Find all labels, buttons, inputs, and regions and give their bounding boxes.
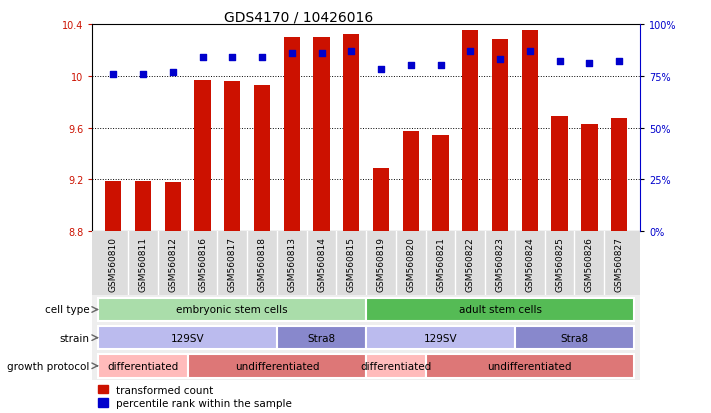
Text: GSM560823: GSM560823 bbox=[496, 237, 505, 292]
Text: adult stem cells: adult stem cells bbox=[459, 305, 542, 315]
Text: GSM560817: GSM560817 bbox=[228, 237, 237, 292]
Text: undifferentiated: undifferentiated bbox=[235, 361, 319, 371]
Bar bbox=[611, 119, 627, 232]
Text: GSM560815: GSM560815 bbox=[347, 237, 356, 292]
Text: embryonic stem cells: embryonic stem cells bbox=[176, 305, 288, 315]
Bar bbox=[343, 35, 360, 232]
Text: GSM560814: GSM560814 bbox=[317, 237, 326, 292]
Text: GSM560826: GSM560826 bbox=[585, 237, 594, 292]
Text: Stra8: Stra8 bbox=[560, 333, 589, 343]
Point bbox=[197, 55, 208, 61]
Point bbox=[286, 50, 297, 57]
Text: GSM560824: GSM560824 bbox=[525, 237, 534, 292]
Bar bbox=[314, 38, 330, 232]
Point bbox=[137, 71, 149, 78]
Bar bbox=[277, 326, 366, 350]
Bar bbox=[366, 298, 634, 322]
Bar bbox=[224, 82, 240, 232]
Text: growth protocol: growth protocol bbox=[7, 361, 90, 371]
Point bbox=[346, 48, 357, 55]
Point bbox=[524, 48, 535, 55]
Bar bbox=[462, 31, 479, 232]
Text: GSM560811: GSM560811 bbox=[139, 237, 147, 292]
Point bbox=[257, 55, 268, 61]
Point bbox=[107, 71, 119, 78]
Bar bbox=[402, 132, 419, 232]
Point bbox=[227, 55, 238, 61]
Text: GSM560818: GSM560818 bbox=[257, 237, 267, 292]
Bar bbox=[135, 181, 151, 232]
Bar bbox=[581, 124, 597, 232]
Point bbox=[405, 63, 417, 69]
Point bbox=[584, 61, 595, 67]
Bar bbox=[552, 116, 568, 232]
Text: GSM560813: GSM560813 bbox=[287, 237, 296, 292]
Text: GSM560810: GSM560810 bbox=[109, 237, 118, 292]
Bar bbox=[366, 326, 515, 350]
Bar bbox=[98, 326, 277, 350]
Text: 129SV: 129SV bbox=[171, 333, 205, 343]
Bar bbox=[432, 136, 449, 232]
Bar bbox=[98, 298, 366, 322]
Point bbox=[494, 57, 506, 63]
Text: GSM560816: GSM560816 bbox=[198, 237, 207, 292]
Point bbox=[375, 67, 387, 74]
Bar bbox=[194, 81, 210, 232]
Bar bbox=[164, 183, 181, 232]
Point bbox=[167, 69, 178, 76]
Legend: transformed count, percentile rank within the sample: transformed count, percentile rank withi… bbox=[97, 385, 292, 408]
Text: differentiated: differentiated bbox=[360, 361, 432, 371]
Point bbox=[316, 50, 327, 57]
Bar bbox=[373, 169, 389, 232]
Text: GSM560821: GSM560821 bbox=[436, 237, 445, 292]
Bar bbox=[522, 31, 538, 232]
Text: Stra8: Stra8 bbox=[307, 333, 336, 343]
Text: differentiated: differentiated bbox=[107, 361, 178, 371]
Bar bbox=[492, 40, 508, 232]
Bar bbox=[188, 354, 366, 378]
Bar bbox=[284, 38, 300, 232]
Bar bbox=[515, 326, 634, 350]
Bar bbox=[105, 181, 122, 232]
Text: GDS4170 / 10426016: GDS4170 / 10426016 bbox=[224, 10, 373, 24]
Text: GSM560825: GSM560825 bbox=[555, 237, 564, 292]
Point bbox=[464, 48, 476, 55]
Point bbox=[435, 63, 447, 69]
Text: GSM560827: GSM560827 bbox=[614, 237, 624, 292]
Text: cell type: cell type bbox=[45, 305, 90, 315]
Text: GSM560822: GSM560822 bbox=[466, 237, 475, 292]
Text: GSM560812: GSM560812 bbox=[169, 237, 177, 292]
Text: undifferentiated: undifferentiated bbox=[488, 361, 572, 371]
Text: GSM560820: GSM560820 bbox=[406, 237, 415, 292]
Point bbox=[614, 59, 625, 65]
Text: 129SV: 129SV bbox=[424, 333, 457, 343]
Bar bbox=[366, 354, 426, 378]
Bar bbox=[254, 85, 270, 232]
Text: GSM560819: GSM560819 bbox=[377, 237, 385, 292]
Point bbox=[554, 59, 565, 65]
Bar bbox=[426, 354, 634, 378]
Text: strain: strain bbox=[60, 333, 90, 343]
Bar bbox=[98, 354, 188, 378]
